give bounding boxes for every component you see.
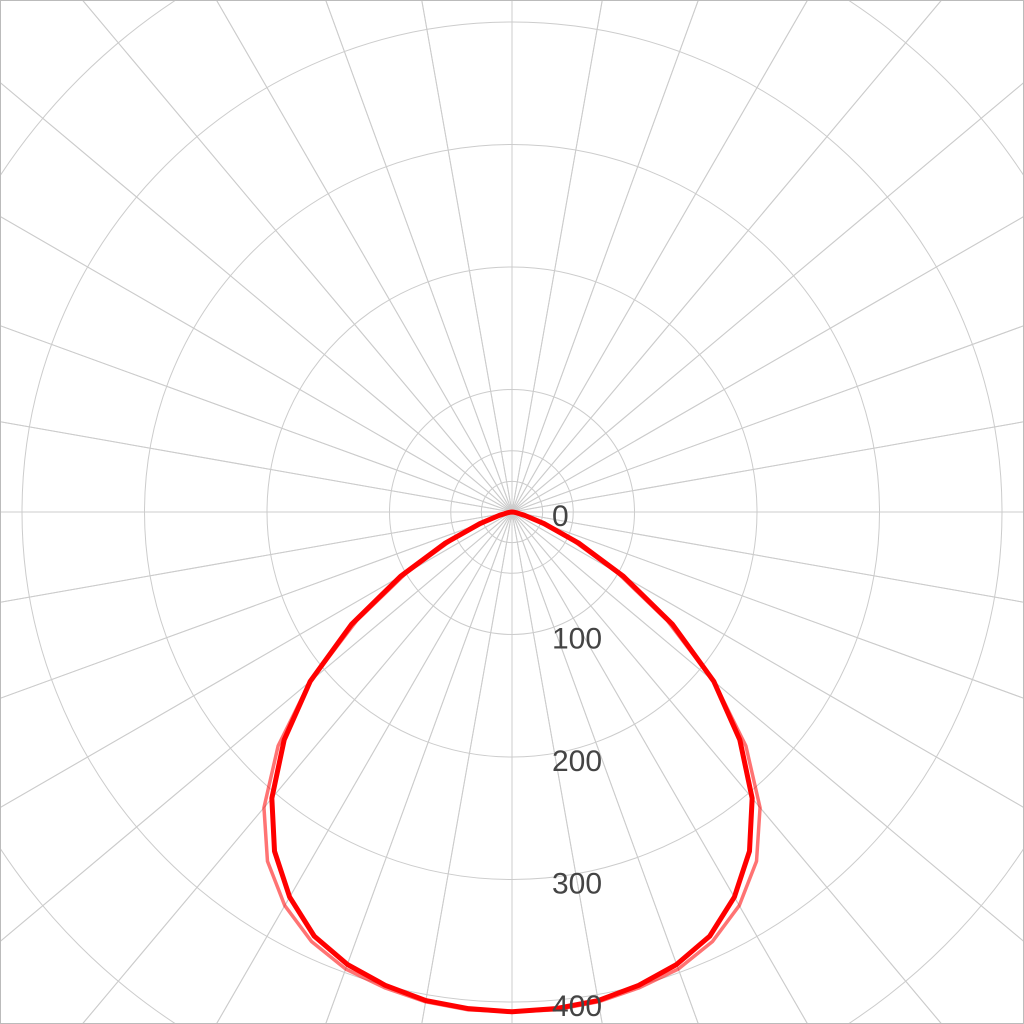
radial-tick-label: 0 xyxy=(552,500,569,533)
radial-tick-label: 200 xyxy=(552,745,602,778)
radial-tick-label: 100 xyxy=(552,623,602,656)
radial-tick-label: 300 xyxy=(552,868,602,901)
radial-tick-label: 400 xyxy=(552,990,602,1023)
polar-chart: 0 100 200 300 400 xyxy=(0,0,1024,1024)
